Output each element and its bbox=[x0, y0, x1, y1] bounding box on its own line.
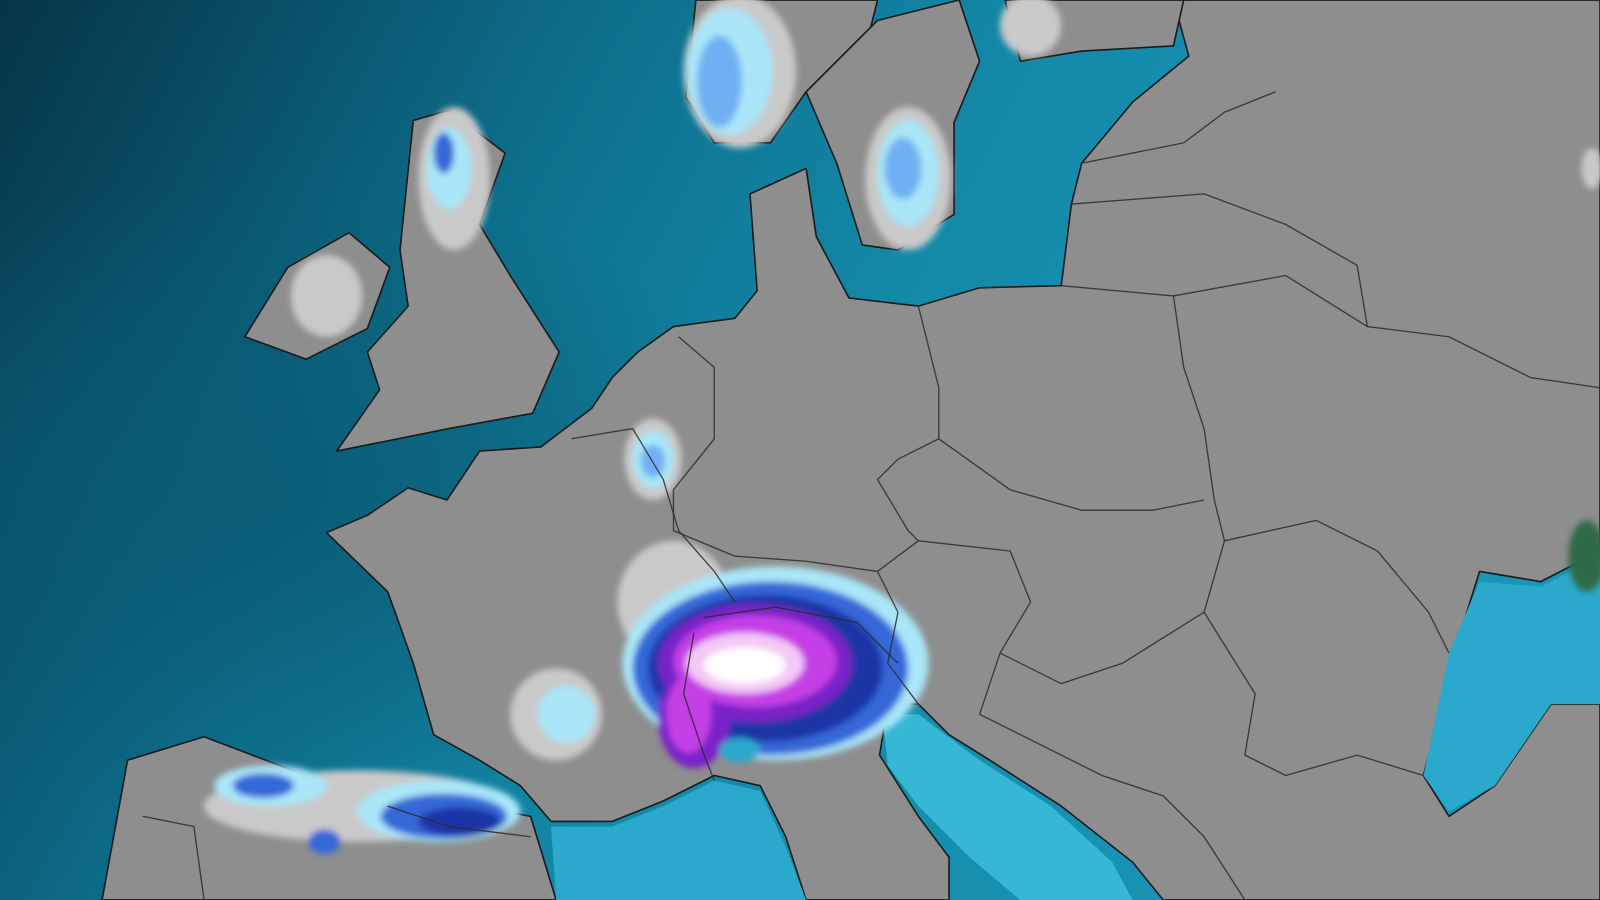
great-britain bbox=[335, 109, 560, 452]
border bbox=[876, 571, 919, 705]
snowfall-overlay bbox=[204, 0, 1600, 855]
snow-area bbox=[433, 132, 455, 174]
border bbox=[683, 632, 715, 781]
border bbox=[672, 336, 919, 573]
snow-area bbox=[640, 444, 666, 478]
snow-area bbox=[704, 646, 786, 684]
snow-area bbox=[719, 737, 761, 763]
border bbox=[1081, 91, 1276, 164]
inland-seas bbox=[551, 556, 1600, 900]
adriatic-sea bbox=[882, 714, 1133, 900]
snow-area bbox=[418, 807, 500, 836]
border bbox=[938, 438, 1205, 511]
black-sea bbox=[1423, 556, 1600, 812]
snow-area bbox=[290, 255, 363, 337]
border bbox=[1224, 519, 1450, 654]
country-borders bbox=[142, 91, 1600, 900]
snow-area bbox=[308, 829, 341, 855]
border bbox=[1061, 285, 1226, 541]
border bbox=[1173, 274, 1600, 389]
snow-area bbox=[1568, 520, 1600, 592]
border bbox=[978, 652, 1246, 900]
border bbox=[142, 815, 205, 900]
border bbox=[1071, 193, 1369, 327]
border bbox=[1203, 611, 1424, 777]
snow-area bbox=[666, 675, 712, 754]
snow-area bbox=[232, 773, 294, 798]
border bbox=[703, 606, 899, 664]
border bbox=[918, 540, 1226, 685]
snow-area bbox=[537, 685, 595, 743]
mediterranean bbox=[551, 780, 807, 900]
snow-area bbox=[884, 137, 922, 199]
snow-area bbox=[1581, 147, 1600, 189]
snow-area bbox=[696, 35, 742, 128]
border bbox=[387, 805, 531, 838]
border bbox=[876, 305, 940, 542]
border bbox=[571, 427, 736, 603]
snow-area bbox=[1000, 0, 1062, 57]
